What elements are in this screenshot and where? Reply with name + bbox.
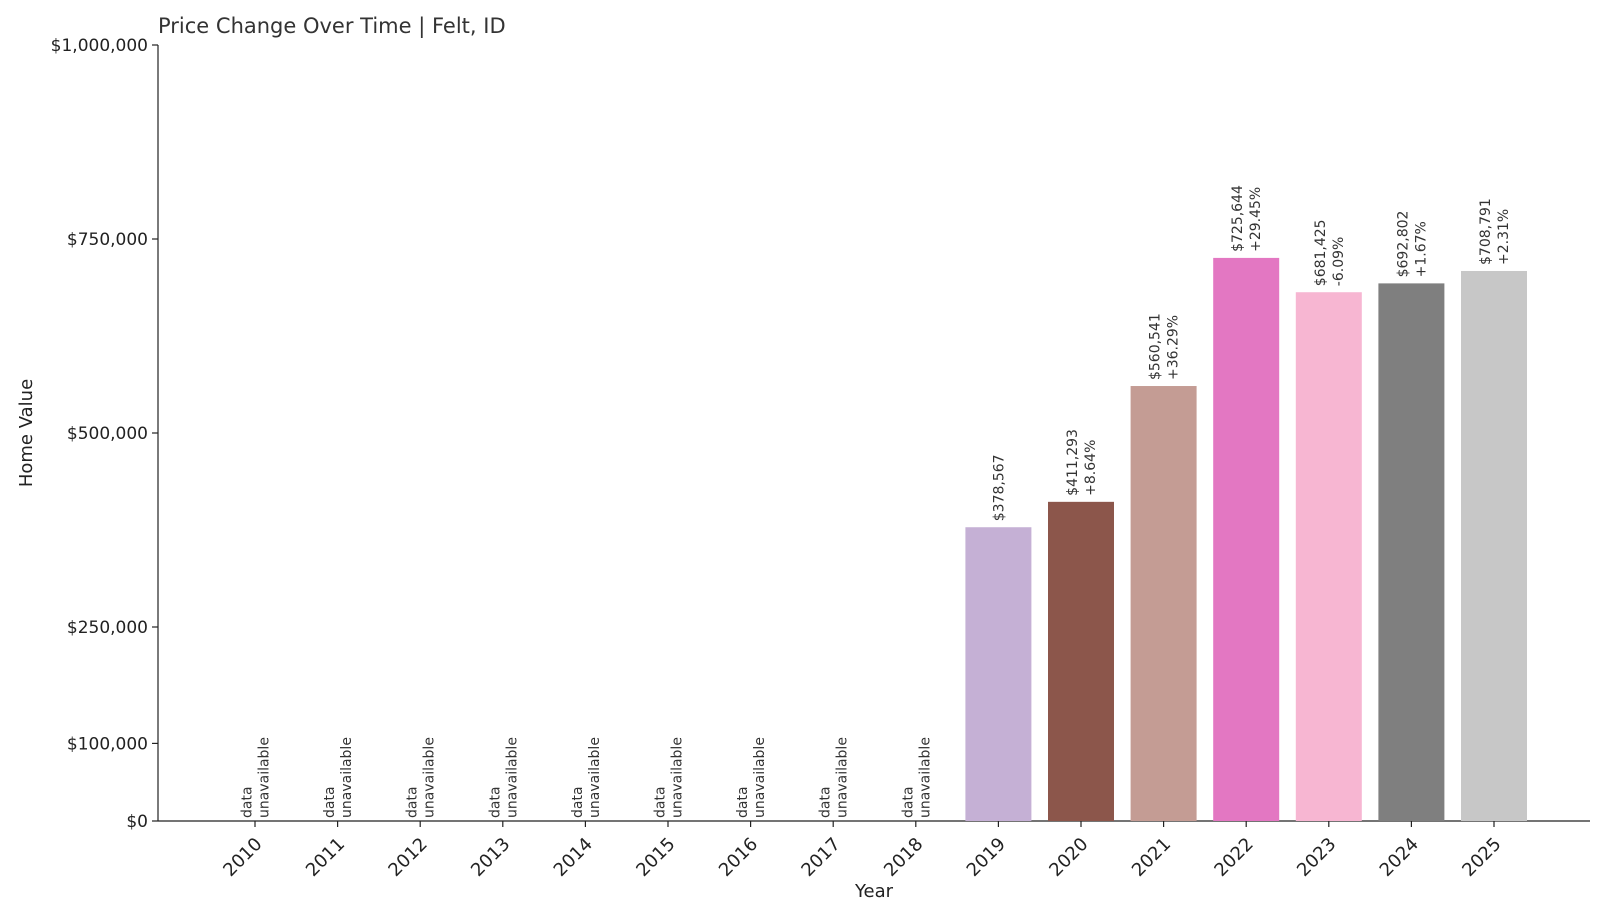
bar-value-label: $692,802 +1.67% [1395, 211, 1429, 278]
x-tick-label: 2021 [1128, 834, 1175, 881]
x-tick-label: 2016 [715, 834, 762, 881]
y-ticks: $0 $100,000 $250,000 $500,000 $750,000 $1,000… [51, 36, 158, 832]
bar-labels: dataunavailable dataunavailable dataunavai… [240, 185, 1513, 818]
bar [1213, 257, 1280, 821]
data-unavailable-label: dataunavailable [900, 737, 933, 818]
x-tick-label: 2013 [467, 834, 514, 881]
bar-value-label: $560,541 +36.29% [1148, 313, 1182, 380]
bar [965, 527, 1032, 821]
data-unavailable-label: dataunavailable [487, 737, 520, 818]
bar-value-label: $681,425 -6.09% [1313, 219, 1347, 286]
data-unavailable-label: dataunavailable [735, 737, 768, 818]
data-unavailable-label: dataunavailable [570, 737, 603, 818]
y-tick-label: $100,000 [67, 734, 148, 754]
bar [1295, 292, 1362, 821]
x-tick-label: 2023 [1293, 834, 1340, 881]
x-tick-label: 2020 [1045, 834, 1092, 881]
y-tick-label: $1,000,000 [51, 36, 148, 56]
bar [1048, 501, 1114, 821]
x-axis-label: Year [854, 881, 894, 902]
y-tick-label: $250,000 [67, 618, 148, 638]
bar-value-label: $725,644 +29.45% [1230, 185, 1264, 252]
x-tick-label: 2019 [963, 834, 1010, 881]
bar-value-label: $378,567 [991, 454, 1007, 521]
bar [1461, 270, 1527, 822]
x-tick-label: 2017 [797, 834, 844, 881]
x-tick-label: 2010 [219, 834, 266, 881]
axes [157, 45, 1590, 822]
data-unavailable-label: dataunavailable [322, 737, 355, 818]
bar [1378, 283, 1445, 822]
y-tick-label: $500,000 [67, 424, 148, 444]
data-unavailable-label: dataunavailable [653, 737, 686, 818]
x-tick-label: 2024 [1376, 834, 1423, 881]
data-unavailable-label: dataunavailable [818, 737, 851, 818]
y-tick-label: $750,000 [67, 230, 148, 250]
bar [1130, 386, 1197, 821]
x-tick-label: 2014 [550, 834, 597, 881]
data-unavailable-label: dataunavailable [240, 737, 273, 818]
x-tick-label: 2018 [880, 834, 927, 881]
chart-title: Price Change Over Time | Felt, ID [158, 14, 506, 39]
x-tick-label: 2011 [302, 834, 349, 881]
y-axis-label: Home Value [16, 379, 37, 487]
x-tick-label: 2025 [1458, 834, 1505, 881]
x-ticks: 2010 2011 2012 2013 2014 2015 2016 2017 2018 2019… [219, 821, 1506, 881]
data-unavailable-label: dataunavailable [405, 737, 438, 818]
bar-value-label: $708,791 +2.31% [1478, 198, 1512, 265]
bars [965, 257, 1527, 822]
y-tick-label: $0 [126, 812, 148, 832]
x-tick-label: 2012 [384, 834, 431, 881]
x-tick-label: 2015 [632, 834, 679, 881]
x-tick-label: 2022 [1210, 834, 1257, 881]
bar-value-label: $411,293 +8.64% [1065, 429, 1099, 496]
